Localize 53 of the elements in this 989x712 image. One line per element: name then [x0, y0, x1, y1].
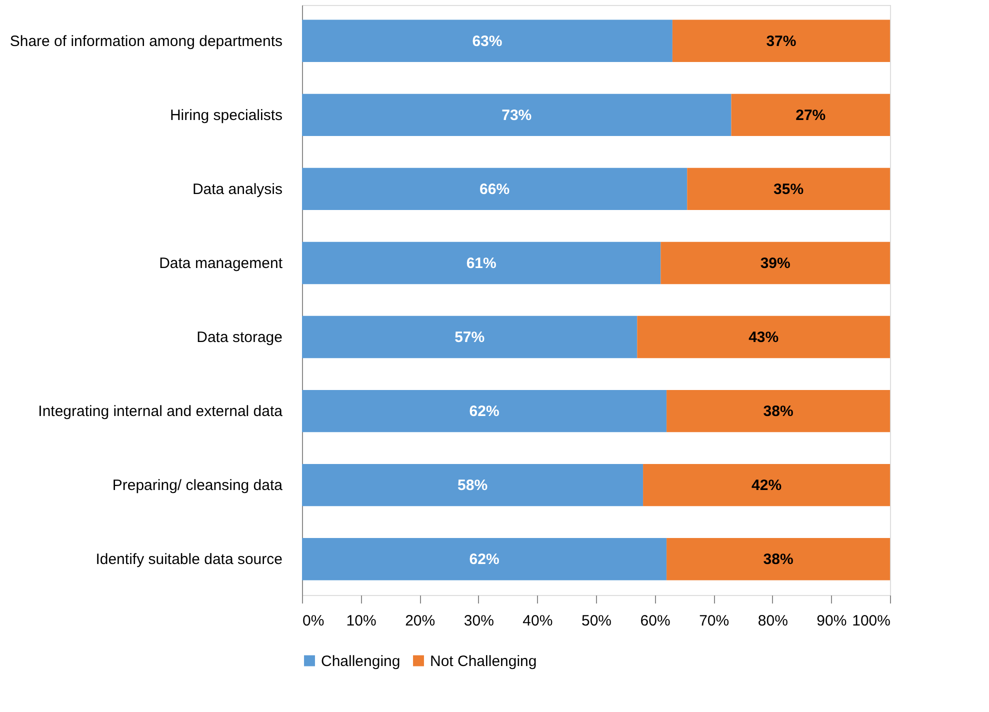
x-tick-label: 0%: [302, 612, 324, 630]
x-tick-label: 70%: [699, 612, 730, 630]
bar: [302, 20, 672, 62]
x-tick-label: 20%: [405, 612, 436, 630]
data-label: 43%: [748, 329, 779, 346]
legend-label: Challenging: [321, 652, 400, 670]
bar: [731, 94, 890, 136]
data-label: 38%: [763, 403, 794, 420]
data-label: 62%: [469, 403, 500, 420]
y-tick-label: Data management: [159, 254, 284, 272]
data-label: 39%: [760, 254, 790, 272]
y-tick-label: Data storage: [196, 329, 282, 346]
bar: [302, 538, 667, 580]
data-label: 58%: [458, 477, 488, 494]
data-label: 27%: [796, 106, 826, 124]
y-tick-label: Share of information among departments: [10, 32, 282, 50]
bar: [302, 168, 688, 210]
x-tick-label: 30%: [464, 612, 494, 630]
data-label: 63%: [472, 32, 502, 50]
data-label: 37%: [766, 32, 796, 50]
y-tick-label: Preparing/ cleansing data: [112, 477, 284, 494]
bar: [302, 390, 667, 432]
data-label: 73%: [502, 106, 532, 124]
x-tick-label: 90%: [816, 612, 847, 630]
y-tick-label: Integrating internal and external data: [38, 403, 284, 420]
x-tick-label: 60%: [640, 612, 670, 630]
bar: [666, 538, 890, 580]
data-label: 62%: [469, 551, 500, 568]
data-label: 42%: [752, 477, 782, 494]
bar: [302, 316, 638, 358]
data-label: 35%: [774, 180, 804, 198]
x-tick-label: 100%: [852, 612, 890, 630]
x-tick-label: 10%: [346, 612, 376, 630]
legend-label: Not Challenging: [430, 652, 537, 670]
data-label: 38%: [763, 551, 794, 568]
x-tick-label: 50%: [581, 612, 612, 630]
bar: [643, 464, 890, 506]
bar: [660, 242, 890, 284]
bar: [672, 20, 890, 62]
bar: [637, 316, 890, 358]
y-tick-label: Identify suitable data source: [96, 551, 282, 568]
bar: [302, 242, 661, 284]
bar: [666, 390, 890, 432]
x-tick-label: 40%: [522, 612, 553, 630]
data-label: 57%: [454, 329, 485, 346]
bar: [687, 168, 890, 210]
x-tick-label: 80%: [758, 612, 788, 630]
bar: [302, 464, 644, 506]
bar: [302, 94, 732, 136]
y-tick-label: Data analysis: [192, 180, 282, 198]
data-label: 66%: [480, 180, 510, 198]
y-tick-label: Hiring specialists: [170, 106, 282, 124]
data-label: 61%: [466, 254, 496, 272]
